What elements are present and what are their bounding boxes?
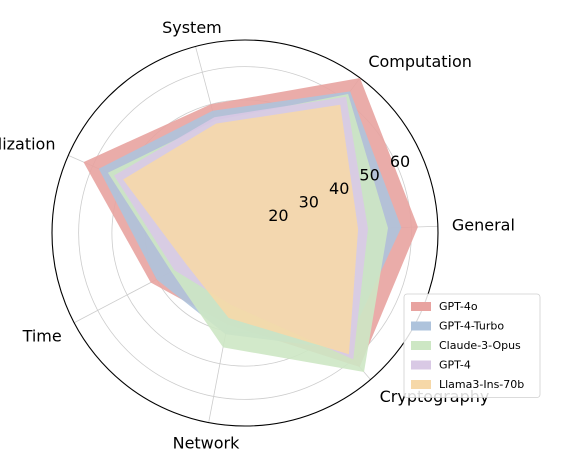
axis-label-system: System: [162, 18, 222, 37]
axis-label-network: Network: [173, 433, 241, 452]
tick-label-4: 60: [390, 152, 410, 171]
legend-swatch-4: [411, 380, 431, 389]
legend-label-2: Claude-3-Opus: [439, 339, 521, 352]
tick-label-1: 30: [299, 192, 319, 211]
legend-swatch-1: [411, 321, 431, 331]
legend-label-4: Llama3-Ins-70b: [439, 378, 524, 391]
axis-label-time: Time: [22, 326, 62, 345]
radial-tick-labels: 20 30 40 50 60: [268, 152, 410, 225]
legend-label-3: GPT-4: [439, 359, 471, 372]
radar-series: [83, 78, 418, 372]
axis-label-computation: Computation: [368, 52, 472, 71]
legend-box: [403, 293, 541, 398]
legend-label-0: GPT-4o: [439, 300, 478, 313]
axis-label-visualization: Visualization: [0, 135, 55, 154]
legend-swatch-2: [411, 341, 431, 350]
series-area-4: [123, 104, 359, 355]
legend-swatch-3: [411, 360, 431, 370]
legend-label-1: GPT-4-Turbo: [439, 320, 504, 333]
tick-label-3: 50: [359, 165, 379, 184]
legend: GPT-4o GPT-4-Turbo Claude-3-Opus GPT-4 Llama…: [403, 293, 541, 398]
legend-swatch-0: [411, 302, 431, 311]
tick-label-0: 20: [268, 206, 288, 225]
axis-label-general: General: [452, 215, 515, 234]
tick-label-2: 40: [329, 179, 349, 198]
outer-frame-circle: [51, 39, 439, 427]
